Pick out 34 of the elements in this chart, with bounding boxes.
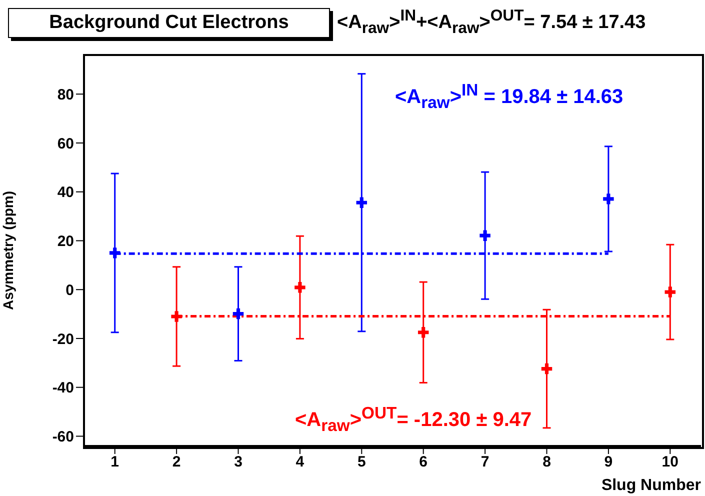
annotation: <A$_{raw}$>$^{OUT}$= -12.30 ± 9.47 — [295, 403, 532, 435]
x-tick-label: 8 — [542, 454, 551, 471]
y-tick-label: 0 — [66, 282, 74, 299]
x-tick-label: 4 — [296, 454, 305, 471]
x-tick-label: 1 — [110, 454, 120, 471]
x-tick-label: 9 — [604, 454, 613, 471]
y-tick-label: -20 — [52, 330, 74, 348]
point — [603, 194, 614, 204]
y-tick-label: 40 — [57, 184, 74, 202]
point — [541, 363, 552, 374]
point — [480, 230, 490, 241]
y-tick-label: 20 — [57, 233, 74, 250]
x-tick-label: 5 — [357, 454, 366, 471]
x-tick-label: 3 — [234, 454, 242, 471]
chart-title: Background Cut Electrons — [49, 12, 289, 34]
point — [664, 286, 676, 298]
point — [418, 327, 429, 338]
point — [294, 282, 306, 293]
x-tick-label: 6 — [419, 454, 428, 471]
point — [171, 311, 182, 322]
text: <A$_{raw}$>$^{IN}$+<A$_{raw}$>$^{OUT}$= 7.54 ± 17.43 — [337, 8, 646, 38]
x-axis-title: Slug Number — [601, 477, 701, 494]
point — [109, 248, 120, 258]
point — [232, 308, 244, 320]
y-axis-title: Asymmetry (ppm) — [0, 190, 16, 310]
point — [356, 197, 368, 208]
y-tick-label: 80 — [57, 86, 74, 104]
x-tick-label: 2 — [172, 454, 181, 471]
y-tick-label: 60 — [57, 135, 74, 152]
annotation: <A$_{raw}$>$^{IN}$ = 19.84 ± 14.63 — [395, 80, 624, 112]
x-tick-label: 10 — [662, 454, 678, 471]
y-tick-label: -60 — [52, 428, 74, 446]
x-tick-label: 7 — [480, 454, 490, 471]
y-tick-label: -40 — [52, 380, 74, 397]
